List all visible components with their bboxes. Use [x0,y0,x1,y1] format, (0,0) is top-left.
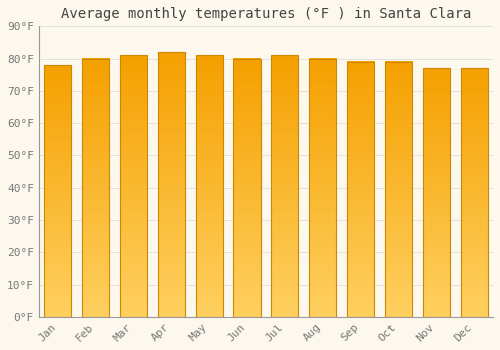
Title: Average monthly temperatures (°F ) in Santa Clara: Average monthly temperatures (°F ) in Sa… [60,7,471,21]
Bar [460,68,488,317]
Bar [347,62,374,317]
Bar [196,55,223,317]
Bar [44,65,72,317]
Bar [234,58,260,317]
Bar [309,58,336,317]
Bar [422,68,450,317]
Bar [158,52,185,317]
Bar [271,55,298,317]
Bar [120,55,147,317]
Bar [82,58,109,317]
Bar [385,62,412,317]
